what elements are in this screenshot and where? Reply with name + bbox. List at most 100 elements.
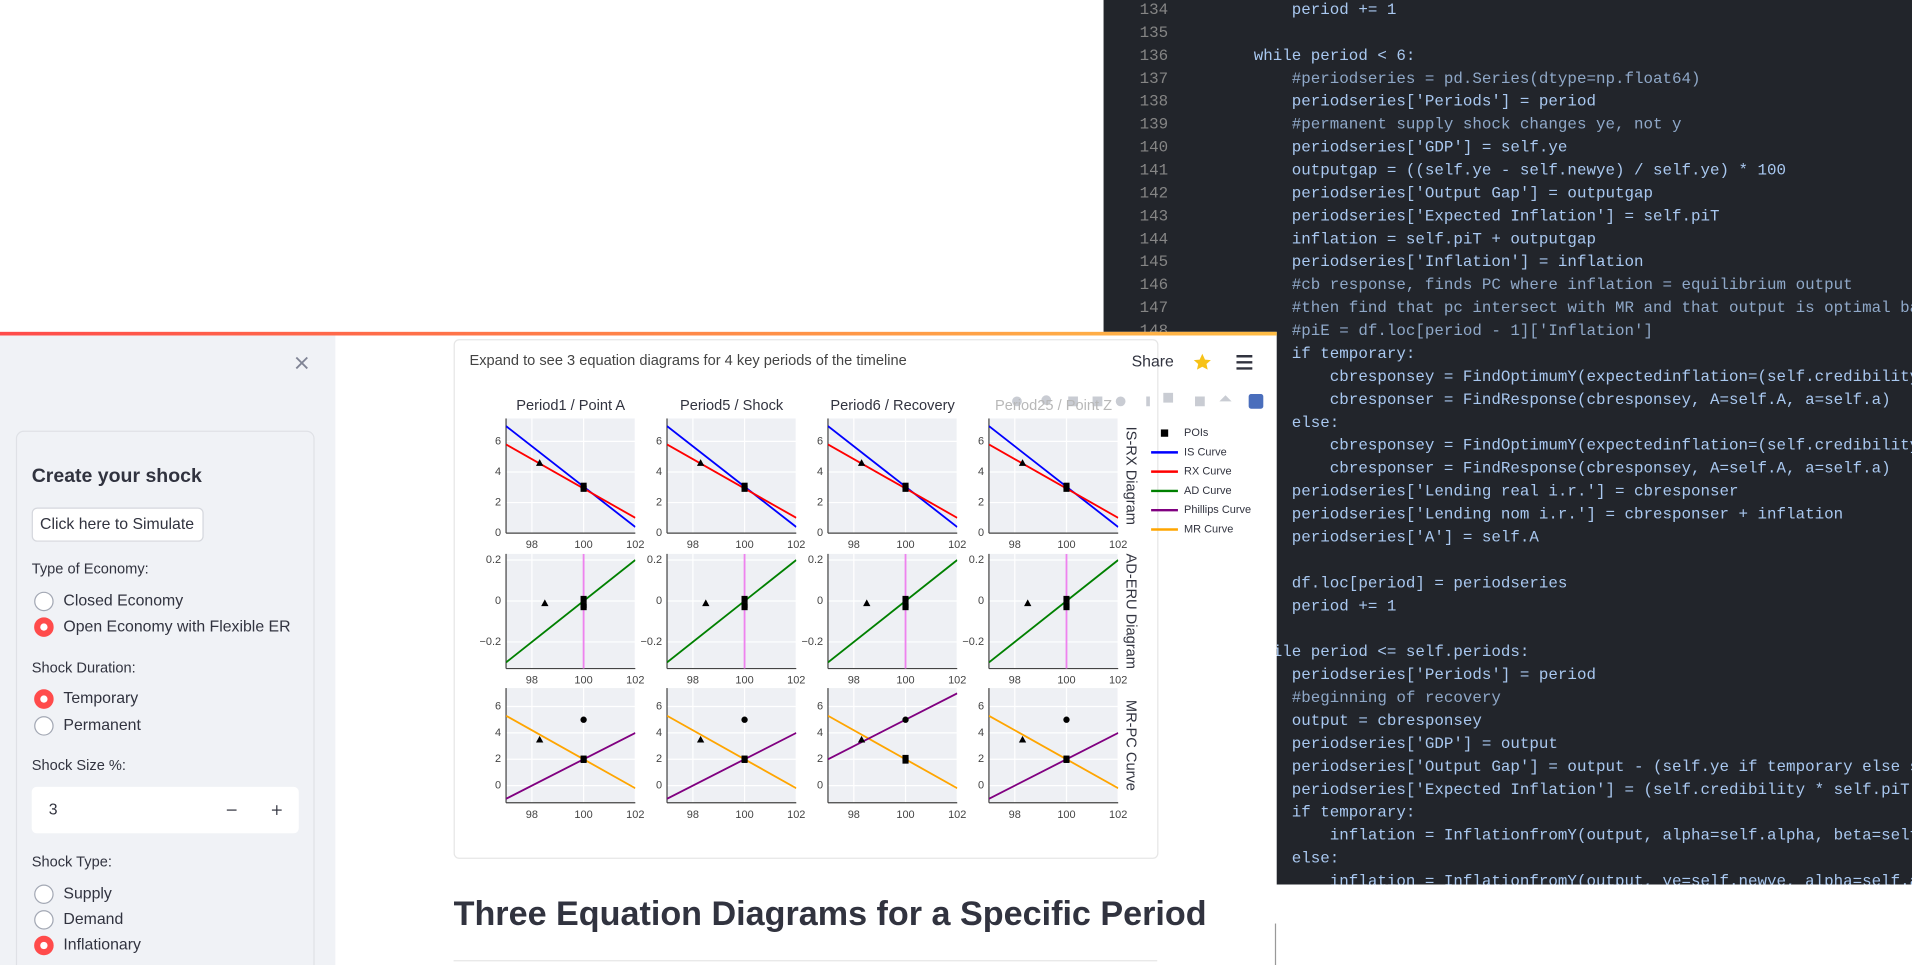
radio-label: Supply <box>63 885 112 902</box>
code-line: periodseries['Expected Inflation'] = sel… <box>1216 207 1720 225</box>
line-number: 136 <box>1140 47 1169 65</box>
legend-label[interactable]: POIs <box>1184 427 1209 439</box>
button-label: Click here to Simulate <box>40 516 194 533</box>
curve <box>988 425 1119 528</box>
menu-button[interactable] <box>1236 355 1253 370</box>
row-title: AD-ERU Diagram <box>1123 554 1139 669</box>
modebar-icon[interactable] <box>1195 396 1205 407</box>
legend-label[interactable]: MR Curve <box>1184 523 1233 535</box>
code-line: periodseries['Output Gap'] = outputgap <box>1216 184 1653 202</box>
x-tick-label: 98 <box>687 809 699 821</box>
code-line: periodseries['Lending real i.r.'] = cbre… <box>1216 483 1739 501</box>
y-tick-label: 0.2 <box>486 554 501 566</box>
radio[interactable] <box>34 884 54 905</box>
line-number: 141 <box>1140 161 1169 179</box>
number-input[interactable] <box>31 786 299 834</box>
legend-label[interactable]: Phillips Curve <box>1184 504 1251 516</box>
x-tick-label: 102 <box>948 539 966 551</box>
y-tick-label: 0 <box>817 780 823 792</box>
row-title: MR-PC Curve <box>1123 700 1139 791</box>
star-button[interactable] <box>1193 353 1211 370</box>
plot-content <box>667 553 797 669</box>
poi <box>1063 716 1070 723</box>
x-tick-label: 98 <box>526 675 538 687</box>
row-title: IS-RX Diagram <box>1123 427 1139 525</box>
share-button[interactable]: Share <box>1132 354 1174 371</box>
radio[interactable] <box>34 716 54 736</box>
y-tick-label: 2 <box>978 496 984 508</box>
y-tick-label: 0 <box>978 527 984 539</box>
curve <box>827 443 958 519</box>
y-tick-label: 4 <box>495 727 501 739</box>
code-line: #piE = df.loc[period - 1]['Inflation'] <box>1216 322 1653 340</box>
curve <box>988 559 1119 664</box>
figure: Period1 / Point A Period5 / Shock Period6 … <box>480 398 1252 821</box>
modebar-icon[interactable] <box>1146 396 1150 407</box>
plot-content <box>988 553 1119 669</box>
legend-label[interactable]: RX Curve <box>1184 466 1232 478</box>
modebar-icon[interactable] <box>1012 396 1022 407</box>
poi <box>857 735 866 743</box>
y-tick-label: 4 <box>656 727 662 739</box>
modebar <box>1012 392 1264 409</box>
poi <box>863 599 871 607</box>
poi <box>535 459 544 466</box>
curve <box>506 559 636 664</box>
modebar-icon[interactable] <box>1163 392 1174 403</box>
close-button[interactable] <box>295 356 308 370</box>
expander-label[interactable]: Expand to see 3 equation diagrams for 4 … <box>469 353 906 369</box>
y-tick-label: 6 <box>656 700 662 712</box>
x-tick-label: 98 <box>848 675 860 687</box>
modebar-icon[interactable] <box>1115 396 1126 407</box>
modebar-icon[interactable] <box>1248 394 1264 409</box>
legend-label[interactable]: IS Curve <box>1184 446 1227 458</box>
poi <box>857 459 866 466</box>
radio-dot <box>40 941 48 950</box>
radio-label: Demand <box>63 911 123 928</box>
modebar-icon[interactable] <box>1092 396 1103 407</box>
plot-area <box>827 688 958 803</box>
radio[interactable] <box>34 910 54 930</box>
poi <box>741 604 748 611</box>
code-line: #then find that pc intersect with MR and… <box>1216 299 1912 317</box>
poi <box>902 482 909 489</box>
radio[interactable] <box>34 591 54 612</box>
increment-button[interactable] <box>271 805 282 815</box>
y-tick-label: 6 <box>817 435 823 447</box>
poi <box>902 604 909 611</box>
poi <box>1018 735 1027 743</box>
y-tick-label: 6 <box>978 700 984 712</box>
code-line: cbresponser = FindResponse(cbresponsey, … <box>1216 460 1891 478</box>
line-number: 140 <box>1140 139 1169 157</box>
poi <box>1063 756 1070 763</box>
line-number: 142 <box>1140 184 1169 202</box>
simulate-button[interactable] <box>31 507 204 542</box>
legend-label[interactable]: AD Curve <box>1184 485 1232 497</box>
code-line: period += 1 <box>1216 1 1397 19</box>
curve <box>667 732 797 800</box>
plot-content <box>506 714 636 800</box>
y-tick-label: 0 <box>656 527 662 539</box>
poi <box>1063 595 1070 602</box>
poi <box>741 716 748 723</box>
code-line: periodseries['Output Gap'] = output - (s… <box>1216 758 1912 776</box>
y-tick-label: 0 <box>495 595 501 607</box>
x-tick-label: 102 <box>1109 809 1127 821</box>
poi <box>696 459 705 466</box>
plot-content <box>827 692 958 790</box>
plot-content <box>506 425 636 528</box>
y-tick-label: 6 <box>495 435 501 447</box>
modebar-icon[interactable] <box>1068 396 1078 407</box>
poi <box>535 735 544 743</box>
subplot-title: Period5 / Shock <box>680 398 784 414</box>
x-tick-label: 98 <box>848 809 860 821</box>
x-tick-label: 100 <box>735 809 753 821</box>
poi <box>902 716 909 723</box>
modebar-icon[interactable] <box>1219 395 1232 402</box>
poi <box>741 482 748 489</box>
modebar-icon[interactable] <box>1041 395 1052 406</box>
code-line: inflation = InflationfromY(output, ye=se… <box>1216 873 1912 891</box>
legend-marker[interactable] <box>1160 429 1169 437</box>
radio-label: Temporary <box>63 690 138 707</box>
